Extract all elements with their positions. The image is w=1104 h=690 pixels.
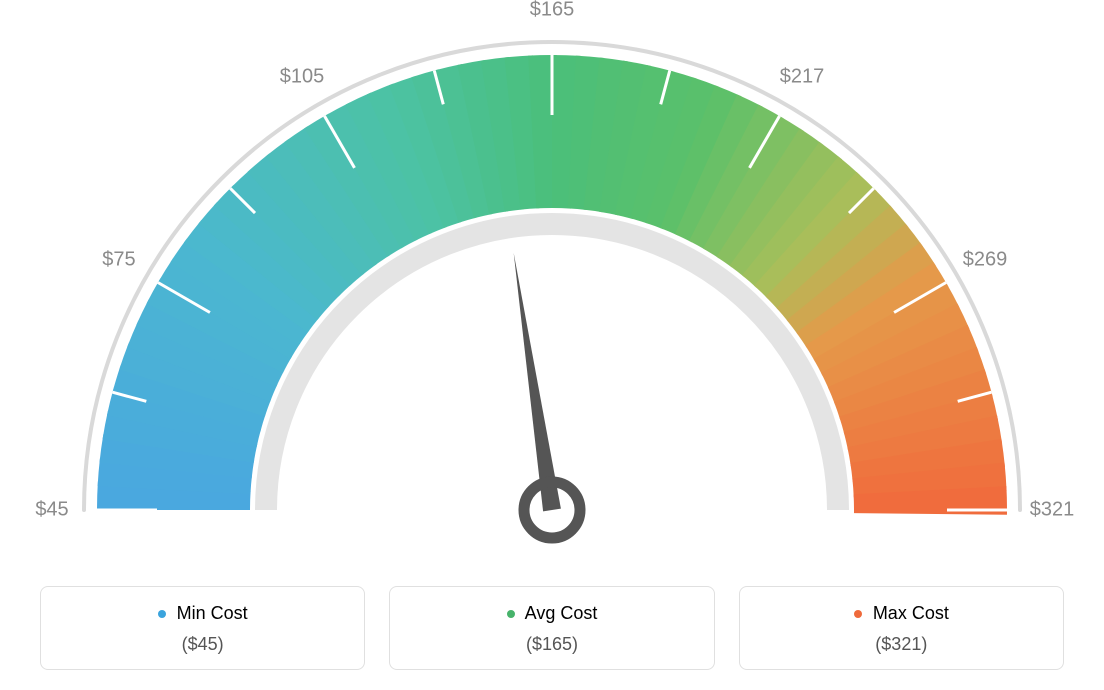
legend-title-max: Max Cost xyxy=(740,603,1063,624)
gauge-tick-label: $269 xyxy=(963,249,1008,272)
legend-card-min: Min Cost ($45) xyxy=(40,586,365,670)
legend-title-avg: Avg Cost xyxy=(390,603,713,624)
legend-row: Min Cost ($45) Avg Cost ($165) Max Cost … xyxy=(40,586,1064,670)
gauge-tick-label: $75 xyxy=(102,249,135,272)
gauge-tick-label: $105 xyxy=(280,65,325,88)
legend-title-min: Min Cost xyxy=(41,603,364,624)
cost-gauge-chart: $45 $75 $105 $165 $217 $269 $321 Min Cost ($45… xyxy=(0,0,1104,690)
dot-icon xyxy=(854,610,862,618)
legend-value-min: ($45) xyxy=(41,634,364,655)
legend-value-avg: ($165) xyxy=(390,634,713,655)
gauge-tick-label: $321 xyxy=(1030,499,1075,522)
gauge-tick-label: $165 xyxy=(530,0,575,22)
gauge-tick-label: $217 xyxy=(780,65,825,88)
gauge-tick-label: $45 xyxy=(35,499,68,522)
gauge-svg xyxy=(0,0,1104,560)
legend-card-avg: Avg Cost ($165) xyxy=(389,586,714,670)
gauge-area: $45 $75 $105 $165 $217 $269 $321 xyxy=(0,0,1104,560)
legend-card-max: Max Cost ($321) xyxy=(739,586,1064,670)
dot-icon xyxy=(158,610,166,618)
dot-icon xyxy=(507,610,515,618)
legend-label: Max Cost xyxy=(873,603,949,623)
legend-value-max: ($321) xyxy=(740,634,1063,655)
legend-label: Avg Cost xyxy=(525,603,598,623)
legend-label: Min Cost xyxy=(177,603,248,623)
